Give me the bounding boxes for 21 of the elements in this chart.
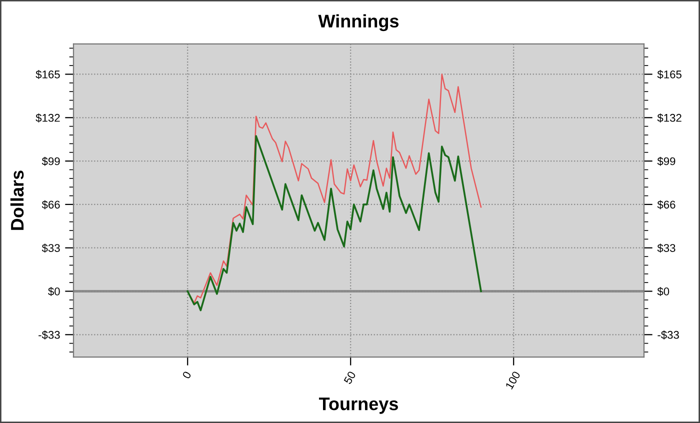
y-axis-title: Dollars — [10, 170, 24, 230]
y-tick-label: $33 — [657, 244, 676, 253]
text: $132 — [36, 113, 60, 122]
y-tick-label: $0 — [657, 287, 670, 296]
text: -$33 — [38, 330, 60, 340]
y-tick-label: $165 — [657, 70, 682, 80]
x-tick-label: 0 — [182, 370, 192, 380]
text: $66 — [42, 200, 60, 210]
y-tick-label: $132 — [657, 113, 682, 122]
text: $0 — [48, 287, 60, 296]
text: $165 — [36, 70, 60, 80]
x-tick-label: 100 — [505, 370, 521, 390]
line-series — [186, 135, 482, 312]
x-axis-title: Tourneys — [318, 398, 398, 414]
text: $33 — [42, 244, 60, 253]
y-tick-label: $99 — [657, 156, 676, 166]
x-tick-label: 50 — [344, 370, 356, 385]
text: $99 — [42, 156, 60, 166]
y-tick-label: $66 — [657, 200, 676, 210]
chart-title: Winnings — [318, 14, 399, 32]
y-tick-label: -$33 — [658, 330, 679, 340]
